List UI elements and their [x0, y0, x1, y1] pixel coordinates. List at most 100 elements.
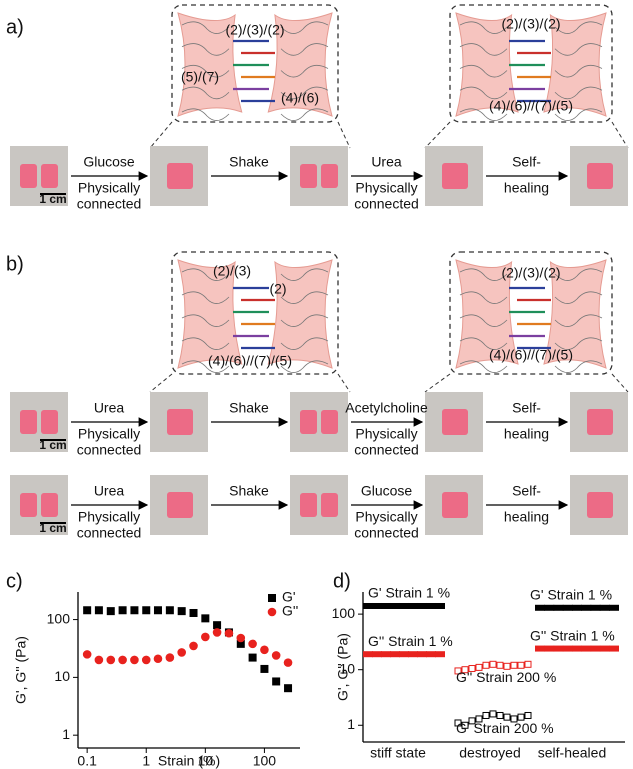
- point: [417, 602, 427, 609]
- point: [590, 645, 601, 652]
- point: [363, 602, 373, 609]
- network: [554, 314, 603, 327]
- step-label: Physically: [355, 180, 417, 196]
- step-label: Physically: [78, 180, 140, 196]
- step-label: Urea: [94, 400, 125, 416]
- network: [280, 360, 329, 373]
- point: [399, 602, 409, 609]
- point: [165, 653, 175, 662]
- network: [280, 314, 329, 327]
- dashed-box: [171, 251, 339, 375]
- network: [459, 64, 508, 78]
- point: [118, 606, 127, 615]
- scale-label: 1 cm: [39, 438, 66, 452]
- point: [260, 664, 269, 673]
- gel-piece: [587, 163, 613, 189]
- point: [517, 713, 525, 721]
- series-label: G' Strain 200 %: [456, 720, 554, 736]
- x-tick-label: 1: [142, 753, 150, 769]
- point: [496, 661, 504, 669]
- network: [459, 360, 508, 373]
- step-label: Shake: [229, 483, 269, 499]
- point: [212, 628, 222, 637]
- gel-piece: [300, 493, 317, 517]
- point: [503, 713, 511, 721]
- step-label: Shake: [229, 400, 269, 416]
- network: [554, 108, 603, 121]
- step-label: connected: [77, 525, 142, 541]
- gel-piece: [20, 493, 37, 517]
- point: [553, 645, 564, 652]
- point: [83, 606, 92, 615]
- point: [141, 655, 151, 665]
- point: [390, 602, 400, 609]
- point: [390, 651, 400, 658]
- scale-label: 1 cm: [39, 192, 66, 206]
- step-label: Glucose: [83, 154, 135, 170]
- gel-piece: [300, 410, 317, 434]
- y-axis-label: G', G'' (Pa): [13, 636, 29, 704]
- network: [181, 108, 230, 121]
- network: [181, 43, 230, 56]
- network: [554, 291, 603, 304]
- panel-label: d): [333, 570, 351, 592]
- point: [482, 661, 490, 669]
- photo: [10, 392, 68, 452]
- gel-piece: [442, 492, 468, 518]
- point: [524, 711, 532, 719]
- point: [372, 602, 382, 609]
- step-label: connected: [354, 525, 419, 541]
- legend-marker: [268, 594, 276, 602]
- y-tick-label: 1: [347, 716, 355, 732]
- y-tick-label: 10: [339, 660, 355, 676]
- point: [271, 651, 281, 660]
- point: [510, 661, 518, 669]
- y-axis-label: G', G'' (Pa): [335, 633, 351, 701]
- network: [181, 337, 230, 350]
- point: [435, 651, 445, 658]
- series-label: G'' Strain 200 %: [456, 669, 556, 685]
- x-tick-label: destroyed: [459, 745, 520, 761]
- point: [408, 602, 418, 609]
- point: [153, 606, 162, 615]
- gel-piece: [20, 410, 37, 434]
- point: [165, 606, 174, 615]
- network: [554, 337, 603, 350]
- point: [535, 604, 545, 611]
- scale-label: 1 cm: [39, 521, 66, 535]
- photo: [290, 475, 348, 535]
- panel-label: a): [6, 16, 24, 38]
- hydrogel: [543, 259, 607, 369]
- point: [544, 645, 555, 652]
- gel-piece: [587, 409, 613, 435]
- point: [572, 645, 582, 652]
- point: [461, 666, 469, 674]
- point: [284, 684, 293, 693]
- step-label: Physically: [78, 426, 140, 442]
- point: [609, 604, 619, 611]
- point: [130, 655, 139, 665]
- point: [581, 645, 592, 652]
- point: [581, 604, 592, 611]
- network: [181, 360, 230, 373]
- point: [482, 711, 490, 719]
- x-tick-label: stiff state: [370, 745, 426, 761]
- step-label: healing: [504, 509, 549, 525]
- network: [459, 314, 508, 327]
- y-tick-label: 1: [62, 726, 70, 742]
- network: [280, 43, 329, 56]
- diagram-label: (2)/(3)/(2): [501, 265, 560, 281]
- point: [189, 641, 198, 651]
- point: [535, 645, 545, 652]
- point: [609, 645, 619, 652]
- point: [283, 658, 293, 667]
- diagram-label: (2)/(3): [213, 263, 251, 279]
- point: [489, 710, 497, 718]
- point: [426, 651, 436, 658]
- point: [177, 607, 186, 616]
- point: [475, 663, 483, 671]
- point: [503, 662, 511, 670]
- network: [181, 314, 230, 327]
- zoom-line: [424, 373, 451, 393]
